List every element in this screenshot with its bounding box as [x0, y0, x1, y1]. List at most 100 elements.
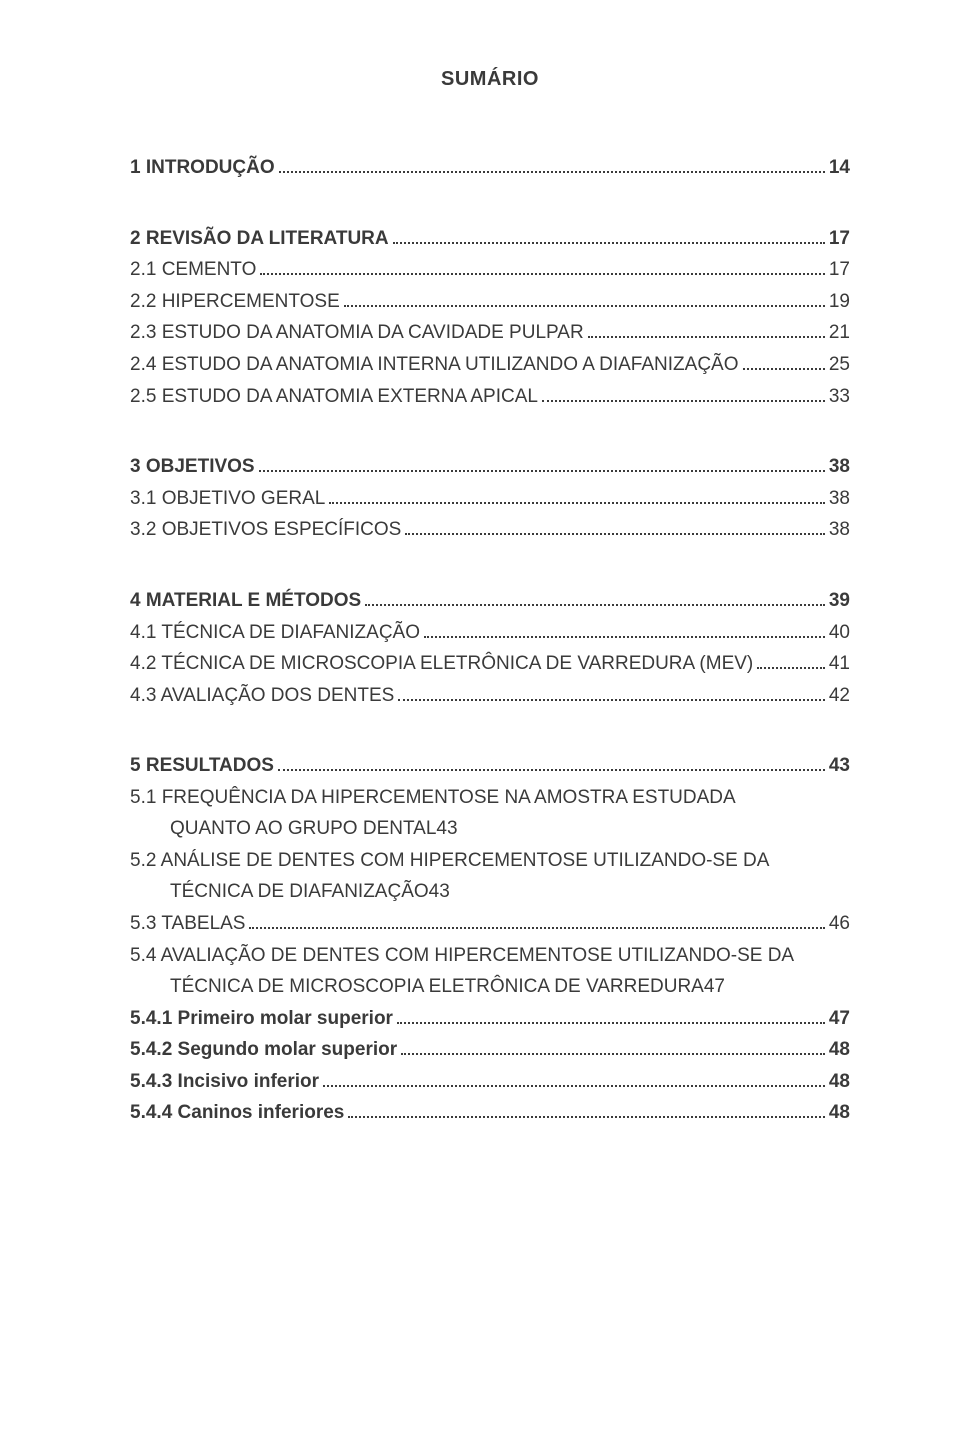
- toc-leader-dots: [405, 516, 825, 535]
- toc-leader-dots: [344, 288, 825, 307]
- toc-leader-dots: [393, 225, 825, 244]
- toc-entry: 3.2 OBJETIVOS ESPECÍFICOS 38: [130, 516, 850, 545]
- toc-page-number: 47: [704, 973, 725, 1002]
- section-gap: [130, 713, 850, 749]
- toc-page-number: 43: [436, 815, 457, 844]
- toc-page-number: 21: [829, 319, 850, 348]
- toc-page-number: 14: [829, 154, 850, 183]
- toc-leader-dots: [542, 383, 825, 402]
- table-of-contents: 1 INTRODUÇÃO142 REVISÃO DA LITERATURA172…: [130, 154, 850, 1128]
- toc-leader-dots: [259, 453, 825, 472]
- toc-entry: 4.2 TÉCNICA DE MICROSCOPIA ELETRÔNICA DE…: [130, 650, 850, 679]
- toc-entry: 2.3 ESTUDO DA ANATOMIA DA CAVIDADE PULPA…: [130, 319, 850, 348]
- toc-page-number: 38: [829, 516, 850, 545]
- toc-page-number: 33: [829, 383, 850, 412]
- toc-label: 5.4.2 Segundo molar superior: [130, 1036, 397, 1065]
- toc-entry: 2.5 ESTUDO DA ANATOMIA EXTERNA APICAL 33: [130, 383, 850, 412]
- toc-label: 4.2 TÉCNICA DE MICROSCOPIA ELETRÔNICA DE…: [130, 650, 753, 679]
- toc-entry: 4 MATERIAL E MÉTODOS 39: [130, 587, 850, 616]
- toc-label: 5.2 ANÁLISE DE DENTES COM HIPERCEMENTOSE…: [130, 847, 769, 876]
- toc-entry-continuation: TÉCNICA DE DIAFANIZAÇÃO43: [130, 878, 850, 907]
- toc-entry: 5.4.1 Primeiro molar superior 47: [130, 1005, 850, 1034]
- toc-leader-dots: [743, 351, 825, 370]
- toc-entry: 4.3 AVALIAÇÃO DOS DENTES 42: [130, 682, 850, 711]
- toc-label: 2.2 HIPERCEMENTOSE: [130, 288, 340, 317]
- toc-entry: 2 REVISÃO DA LITERATURA 17: [130, 225, 850, 254]
- toc-entry: 3.1 OBJETIVO GERAL38: [130, 485, 850, 514]
- toc-page-number: 25: [829, 351, 850, 380]
- toc-label: 5.4.3 Incisivo inferior: [130, 1068, 319, 1097]
- toc-entry: 2.1 CEMENTO 17: [130, 256, 850, 285]
- toc-label: 1 INTRODUÇÃO: [130, 154, 275, 183]
- section-gap: [130, 186, 850, 222]
- toc-entry-continuation: QUANTO AO GRUPO DENTAL43: [130, 815, 850, 844]
- toc-page-number: 42: [829, 682, 850, 711]
- toc-label: 4 MATERIAL E MÉTODOS: [130, 587, 361, 616]
- toc-entry: 5.4.4 Caninos inferiores 48: [130, 1099, 850, 1128]
- toc-leader-dots: [401, 1036, 825, 1055]
- toc-label: 3 OBJETIVOS: [130, 453, 255, 482]
- toc-page-number: 48: [829, 1036, 850, 1065]
- toc-label: TÉCNICA DE DIAFANIZAÇÃO: [130, 878, 429, 907]
- toc-page-number: 48: [829, 1099, 850, 1128]
- doc-title: SUMÁRIO: [130, 64, 850, 94]
- toc-page-number: 17: [829, 256, 850, 285]
- toc-label: 4.3 AVALIAÇÃO DOS DENTES: [130, 682, 394, 711]
- toc-entry: 2.2 HIPERCEMENTOSE 19: [130, 288, 850, 317]
- page: SUMÁRIO 1 INTRODUÇÃO 14 2 REVISÃO DA LITER…: [0, 0, 960, 1438]
- toc-leader-dots: [278, 752, 825, 771]
- section-gap: [130, 414, 850, 450]
- toc-entry: 5.4.2 Segundo molar superior 48: [130, 1036, 850, 1065]
- toc-page-number: 43: [429, 878, 450, 907]
- toc-entry: 5 RESULTADOS 43: [130, 752, 850, 781]
- toc-label: 5.1 FREQUÊNCIA DA HIPERCEMENTOSE NA AMOS…: [130, 784, 736, 813]
- toc-label: 3.2 OBJETIVOS ESPECÍFICOS: [130, 516, 401, 545]
- toc-label: QUANTO AO GRUPO DENTAL: [130, 815, 436, 844]
- toc-label: TÉCNICA DE MICROSCOPIA ELETRÔNICA DE VAR…: [130, 973, 704, 1002]
- toc-leader-dots: [348, 1099, 825, 1118]
- toc-page-number: 41: [829, 650, 850, 679]
- toc-entry: 5.4 AVALIAÇÃO DE DENTES COM HIPERCEMENTO…: [130, 942, 850, 971]
- toc-label: 5.4 AVALIAÇÃO DE DENTES COM HIPERCEMENTO…: [130, 942, 794, 971]
- toc-entry-continuation: TÉCNICA DE MICROSCOPIA ELETRÔNICA DE VAR…: [130, 973, 850, 1002]
- toc-page-number: 38: [829, 453, 850, 482]
- toc-entry: 1 INTRODUÇÃO 14: [130, 154, 850, 183]
- toc-label: 2 REVISÃO DA LITERATURA: [130, 225, 389, 254]
- toc-leader-dots: [323, 1068, 825, 1087]
- toc-page-number: 38: [829, 485, 850, 514]
- section-gap: [130, 548, 850, 584]
- toc-label: 2.1 CEMENTO: [130, 256, 256, 285]
- toc-page-number: 43: [829, 752, 850, 781]
- toc-page-number: 39: [829, 587, 850, 616]
- toc-page-number: 47: [829, 1005, 850, 1034]
- toc-leader-dots: [757, 650, 825, 669]
- toc-entry: 5.1 FREQUÊNCIA DA HIPERCEMENTOSE NA AMOS…: [130, 784, 850, 813]
- toc-entry: 5.4.3 Incisivo inferior 48: [130, 1068, 850, 1097]
- toc-label: 2.4 ESTUDO DA ANATOMIA INTERNA UTILIZAND…: [130, 351, 739, 380]
- toc-label: 4.1 TÉCNICA DE DIAFANIZAÇÃO: [130, 619, 420, 648]
- toc-label: 2.3 ESTUDO DA ANATOMIA DA CAVIDADE PULPA…: [130, 319, 584, 348]
- toc-entry: 2.4 ESTUDO DA ANATOMIA INTERNA UTILIZAND…: [130, 351, 850, 380]
- toc-page-number: 46: [829, 910, 850, 939]
- toc-entry: 3 OBJETIVOS 38: [130, 453, 850, 482]
- toc-leader-dots: [279, 154, 825, 173]
- toc-page-number: 19: [829, 288, 850, 317]
- toc-leader-dots: [398, 682, 825, 701]
- toc-page-number: 17: [829, 225, 850, 254]
- toc-label: 2.5 ESTUDO DA ANATOMIA EXTERNA APICAL: [130, 383, 538, 412]
- toc-leader-dots: [260, 256, 825, 275]
- toc-leader-dots: [397, 1005, 825, 1024]
- toc-label: 5.4.4 Caninos inferiores: [130, 1099, 344, 1128]
- toc-label: 5 RESULTADOS: [130, 752, 274, 781]
- toc-page-number: 48: [829, 1068, 850, 1097]
- toc-leader-dots: [249, 910, 824, 929]
- toc-page-number: 40: [829, 619, 850, 648]
- toc-entry: 5.3 TABELAS 46: [130, 910, 850, 939]
- toc-leader-dots: [424, 619, 825, 638]
- toc-leader-dots: [588, 319, 825, 338]
- toc-entry: 4.1 TÉCNICA DE DIAFANIZAÇÃO 40: [130, 619, 850, 648]
- toc-label: 5.3 TABELAS: [130, 910, 245, 939]
- toc-leader-dots: [329, 485, 825, 504]
- toc-label: 5.4.1 Primeiro molar superior: [130, 1005, 393, 1034]
- toc-leader-dots: [365, 587, 825, 606]
